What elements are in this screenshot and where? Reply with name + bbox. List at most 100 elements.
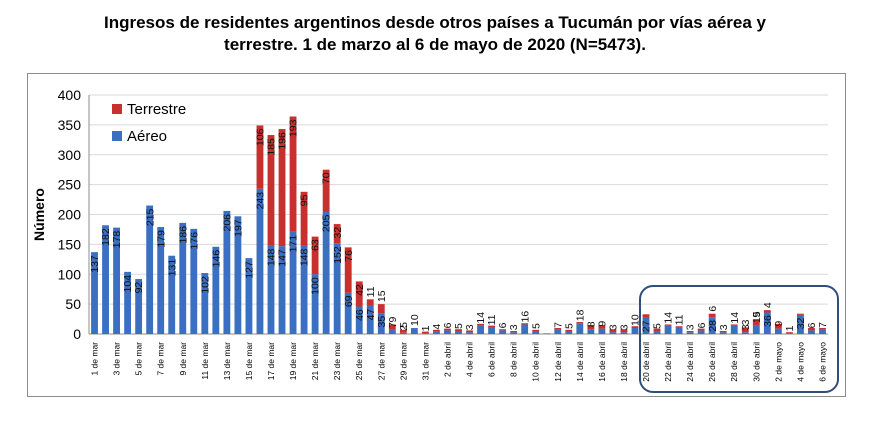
bar-aereo <box>399 332 407 334</box>
y-tick-label: 400 <box>58 87 82 103</box>
highlight-box <box>639 285 839 393</box>
data-label-aereo: 18 <box>574 309 586 321</box>
bar-aereo <box>576 323 584 334</box>
x-tick-label: 4 de mayo <box>795 342 805 382</box>
bar-aereo <box>190 228 198 334</box>
data-label-aereo: 3 <box>508 324 520 330</box>
data-label-aereo: 104 <box>122 275 134 293</box>
data-label-aereo: 32 <box>795 317 807 329</box>
bar-aereo <box>223 210 231 334</box>
x-tick-label: 11 de mar <box>200 342 210 380</box>
data-label-aereo: 5 <box>453 323 465 329</box>
bar-aereo <box>410 328 418 334</box>
data-label-aereo: 10 <box>409 314 421 326</box>
bar-aereo <box>664 325 672 334</box>
x-tick-label: 20 de abril <box>641 342 651 382</box>
bar-aereo <box>510 332 518 334</box>
bar-terrestre <box>289 116 297 232</box>
bar-aereo <box>675 327 683 334</box>
x-tick-label: 19 de mar <box>288 342 298 380</box>
bar-aereo <box>499 330 507 334</box>
data-label-aereo: 16 <box>519 311 531 323</box>
data-label-aereo: 69 <box>343 295 355 307</box>
x-tick-label: 1 de mar <box>90 342 100 376</box>
data-label-aereo: 182 <box>100 228 112 246</box>
bar-terrestre <box>819 328 826 330</box>
x-tick-label: 16 de abril <box>597 342 607 382</box>
bar-aereo <box>554 329 562 334</box>
bar-terrestre <box>499 329 507 331</box>
data-label-terrestre: 95 <box>299 194 311 206</box>
data-label-aereo: 176 <box>188 232 200 250</box>
y-tick-label: 200 <box>58 207 82 223</box>
data-label-aereo: 15 <box>751 311 763 323</box>
data-label-aereo: 7 <box>552 322 564 328</box>
data-label-aereo: 14 <box>729 312 741 324</box>
bar-aereo <box>444 330 451 334</box>
bar-terrestre <box>697 328 705 331</box>
data-label-aereo: 152 <box>332 246 344 264</box>
bar-aereo <box>168 255 176 334</box>
data-label-aereo: 5 <box>563 323 575 329</box>
bar-terrestre <box>366 299 374 306</box>
data-label-aereo: 186 <box>177 226 189 244</box>
x-tick-label: 9 de mar <box>178 342 188 376</box>
bar-terrestre <box>730 324 738 326</box>
bar-terrestre <box>488 325 496 328</box>
data-label-aereo: 1 <box>784 325 796 331</box>
data-label-terrestre: 4 <box>762 302 774 308</box>
bar-aereo <box>377 313 385 334</box>
x-tick-label: 8 de abril <box>509 342 519 377</box>
data-label-aereo: 205 <box>321 214 333 232</box>
data-label-aereo: 131 <box>166 259 178 277</box>
bar-terrestre <box>554 328 562 330</box>
data-label-aereo: 171 <box>288 235 300 253</box>
bar-terrestre <box>808 328 815 331</box>
bar-terrestre <box>388 324 396 330</box>
bar-terrestre <box>565 329 573 332</box>
data-label-aereo: 46 <box>354 309 366 321</box>
data-label-aereo: 8 <box>585 321 597 327</box>
data-label-aereo: 36 <box>762 315 774 327</box>
data-label-aereo: 3 <box>608 324 620 330</box>
data-label-aereo: 9 <box>596 321 608 327</box>
bar-aereo <box>388 329 396 334</box>
data-label-terrestre: 15 <box>376 290 388 302</box>
x-tick-label: 18 de abril <box>619 342 629 382</box>
bar-aereo <box>686 332 694 334</box>
x-tick-label: 17 de mar <box>266 342 276 380</box>
data-label-terrestre: 9 <box>751 312 763 318</box>
data-label-aereo: 7 <box>817 322 829 328</box>
data-label-terrestre: 63 <box>310 239 322 251</box>
data-label-terrestre: 9 <box>387 316 399 322</box>
x-tick-label: 10 de abril <box>531 342 541 382</box>
data-label-terrestre: 185 <box>266 138 278 156</box>
data-label-aereo: 10 <box>630 314 642 326</box>
x-tick-label: 27 de mar <box>376 342 386 380</box>
y-tick-label: 50 <box>65 296 81 312</box>
chart-title-line-1: Ingresos de residentes argentinos desde … <box>104 13 766 32</box>
legend-label-terrestre: Terrestre <box>127 101 186 118</box>
bar-aereo <box>620 332 628 334</box>
bar-terrestre <box>631 326 639 329</box>
legend-swatch-terrestre <box>112 104 122 114</box>
bar-aereo <box>455 331 462 334</box>
bar-aereo <box>278 246 286 334</box>
bar-terrestre <box>675 326 683 328</box>
bar-aereo <box>245 258 253 334</box>
data-label-aereo: 127 <box>244 261 256 279</box>
bar-aereo <box>102 225 109 334</box>
bar-terrestre <box>333 224 341 244</box>
bar-terrestre <box>278 129 286 247</box>
data-label-aereo: 7 <box>387 322 399 328</box>
y-tick-label: 100 <box>58 266 82 282</box>
bar-aereo <box>256 188 264 334</box>
bar-aereo <box>333 243 341 334</box>
bar-terrestre <box>510 331 518 333</box>
x-tick-label: 30 de abril <box>751 342 761 382</box>
data-label-aereo: 27 <box>641 320 653 332</box>
x-tick-label: 26 de abril <box>707 342 717 382</box>
data-label-terrestre: 106 <box>255 128 267 146</box>
bar-aereo <box>785 333 793 334</box>
data-label-aereo: 6 <box>806 322 818 328</box>
